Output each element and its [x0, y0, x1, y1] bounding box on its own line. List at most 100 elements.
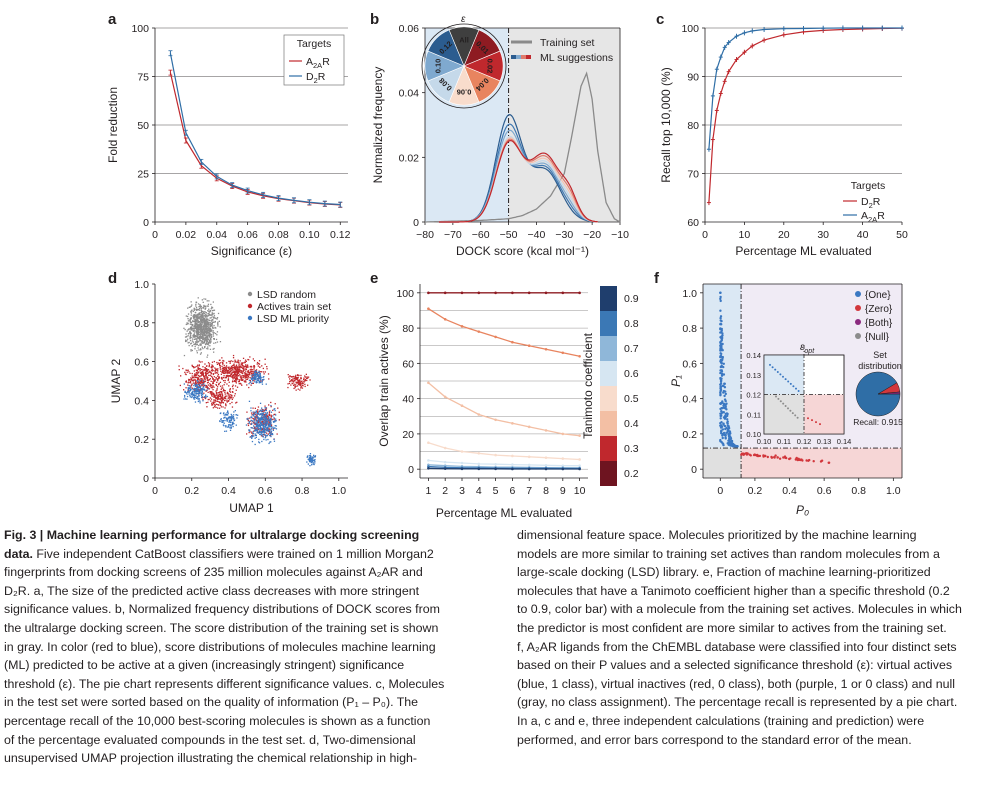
- scatter-point: [220, 390, 222, 393]
- scatter-point: [255, 370, 258, 372]
- scatter-point: [233, 374, 235, 376]
- scatter-point: [196, 343, 198, 345]
- scatter-point: [720, 379, 723, 382]
- scatter-point: [244, 361, 246, 363]
- scatter-point: [253, 435, 255, 437]
- scatter-point: [218, 398, 220, 400]
- scatter-point: [205, 342, 207, 345]
- scatter-point: [204, 384, 207, 387]
- scatter-point: [197, 314, 199, 316]
- scatter-point: [226, 393, 228, 395]
- scatter-point: [726, 420, 729, 423]
- scatter-point: [223, 399, 226, 402]
- scatter-point: [263, 429, 265, 432]
- scatter-point: [233, 395, 236, 397]
- scatter-point: [223, 375, 225, 377]
- scatter-point: [269, 419, 272, 422]
- scatter-point: [257, 428, 259, 431]
- scatter-point: [249, 423, 252, 425]
- scatter-point: [188, 388, 191, 390]
- scatter-point: [198, 340, 200, 343]
- scatter-point: [194, 390, 196, 393]
- scatter-point: [264, 419, 266, 422]
- scatter-point: [244, 380, 246, 382]
- scatter-point: [229, 419, 231, 421]
- scatter-point: [192, 393, 194, 395]
- scatter-point: [212, 369, 214, 372]
- scatter-point: [789, 457, 792, 460]
- scatter-point: [272, 409, 274, 411]
- scatter-point: [254, 375, 256, 377]
- x-tick-label: 0.08: [268, 229, 289, 241]
- scatter-point: [187, 329, 189, 331]
- scatter-point: [268, 418, 270, 421]
- scatter-point: [212, 378, 214, 380]
- scatter-point: [201, 299, 203, 301]
- scatter-point: [795, 456, 798, 460]
- x-tick-label: 0.8: [295, 485, 310, 497]
- scatter-point: [214, 369, 216, 372]
- caption-line: the ultralarge docking screen. The score…: [4, 619, 494, 638]
- scatter-point: [212, 316, 214, 318]
- scatter-point: [208, 374, 210, 376]
- scatter-point: [217, 362, 220, 364]
- scatter-point: [198, 309, 201, 311]
- scatter-point: [254, 416, 256, 418]
- data-marker: [427, 307, 430, 310]
- scatter-point: [215, 397, 217, 399]
- scatter-point: [195, 389, 197, 391]
- scatter-point: [734, 445, 737, 448]
- scatter-point: [298, 380, 300, 382]
- scatter-point: [297, 376, 299, 378]
- scatter-point: [202, 373, 204, 375]
- scatter-point: [235, 374, 238, 377]
- x-tick-label: 0: [152, 485, 158, 497]
- scatter-point: [235, 366, 237, 368]
- scatter-point: [201, 388, 203, 390]
- scatter-point: [214, 326, 216, 329]
- x-tick-label: 1: [425, 485, 431, 497]
- scatter-point: [225, 414, 227, 416]
- scatter-point: [264, 413, 267, 415]
- scatter-point: [209, 333, 211, 336]
- scatter-point: [199, 316, 201, 318]
- scatter-point: [198, 312, 200, 314]
- scatter-point: [196, 365, 198, 368]
- scatter-point: [205, 318, 207, 321]
- scatter-point: [257, 374, 259, 376]
- scatter-point: [193, 379, 195, 381]
- scatter-point: [200, 310, 203, 312]
- scatter-point: [207, 305, 209, 307]
- scatter-point: [215, 400, 217, 402]
- scatter-point: [310, 462, 312, 464]
- scatter-point: [197, 366, 199, 368]
- scatter-point: [269, 419, 271, 421]
- scatter-point: [212, 326, 214, 328]
- colorbar-tick-label: 0.3: [624, 443, 639, 455]
- scatter-point: [262, 376, 264, 379]
- scatter-point: [194, 335, 196, 337]
- scatter-point: [213, 324, 215, 327]
- scatter-point: [197, 317, 199, 319]
- scatter-point: [206, 370, 208, 372]
- suffix: R: [318, 71, 326, 83]
- scatter-point: [212, 394, 215, 396]
- scatter-point: [225, 425, 227, 427]
- scatter-point: [207, 325, 209, 327]
- scatter-point: [197, 391, 200, 393]
- suffix: R: [873, 196, 881, 208]
- scatter-point: [231, 385, 234, 388]
- scatter-point: [250, 423, 253, 425]
- scatter-point: [719, 295, 722, 299]
- scatter-point: [212, 348, 214, 350]
- scatter-point: [204, 311, 206, 313]
- scatter-point: [251, 416, 253, 418]
- scatter-point: [258, 374, 260, 376]
- scatter-point: [211, 391, 213, 393]
- scatter-point: [261, 424, 263, 426]
- scatter-point: [262, 409, 264, 411]
- scatter-point: [236, 361, 238, 364]
- scatter-point: [211, 394, 213, 396]
- scatter-point: [221, 371, 224, 373]
- scatter-point: [198, 320, 200, 323]
